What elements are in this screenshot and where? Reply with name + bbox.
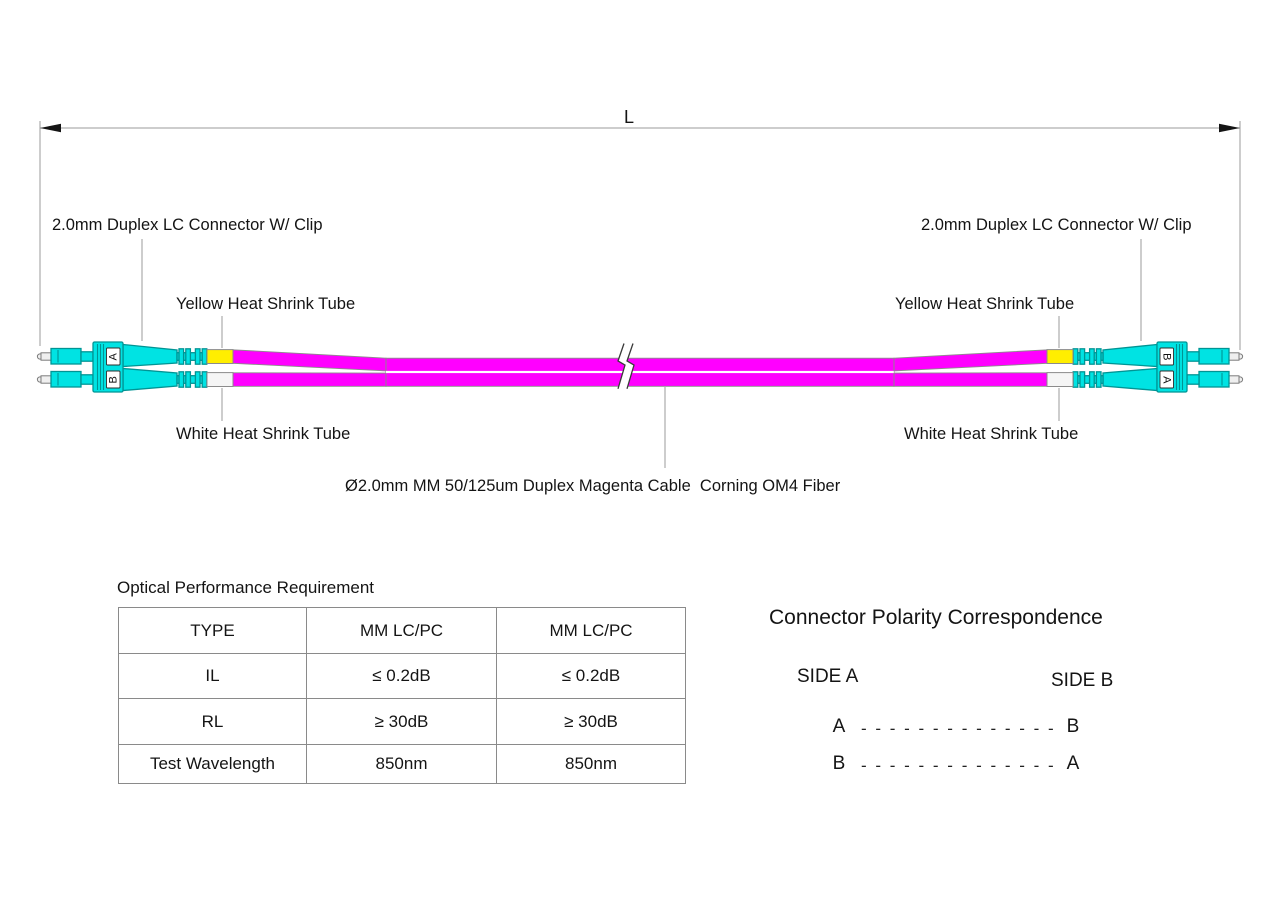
dimension-arrow-right [1219,123,1240,133]
polarity-row1-from: A [832,716,846,737]
right-connector-marking-top: B [1161,353,1173,360]
table-row: Test Wavelength 850nm 850nm [118,744,686,784]
callout-connector-right: 2.0mm Duplex LC Connector W/ Clip [921,216,1192,234]
table-cell: ≤ 0.2dB [306,653,497,699]
polarity-row1-to: B [1066,716,1080,737]
callout-cable: Ø2.0mm MM 50/125um Duplex Magenta Cable … [345,477,841,495]
left-connector [36,341,234,393]
polarity-row2-from: B [832,753,846,774]
left-connector-marking-bottom: B [107,376,119,383]
table-cell: ≤ 0.2dB [496,653,686,699]
cable-bottom-left [232,372,387,387]
table-cell: IL [118,653,307,699]
break-symbol-line-left [617,343,626,389]
polarity-row2-dashes: - - - - - - - - - - - - - - [861,756,1056,775]
cable-separator [386,370,894,374]
table-cell: RL [118,698,307,745]
table-row: IL ≤ 0.2dB ≤ 0.2dB [118,653,686,699]
callout-white-tube-left: White Heat Shrink Tube [176,425,351,443]
polarity-row2-to: A [1066,753,1080,774]
table-row: TYPE MM LC/PC MM LC/PC [118,607,686,654]
right-connector-marking-bottom: A [1161,376,1173,384]
left-connector-marking-top: A [107,352,119,360]
table-cell: MM LC/PC [306,607,497,654]
table-row: RL ≥ 30dB ≥ 30dB [118,698,686,745]
callout-yellow-tube-right: Yellow Heat Shrink Tube [895,295,1075,313]
optical-performance-table: TYPE MM LC/PC MM LC/PC IL ≤ 0.2dB ≤ 0.2d… [118,607,686,784]
polarity-title: Connector Polarity Correspondence [769,606,1103,629]
table-cell: ≥ 30dB [496,698,686,745]
break-symbol-line-right [626,343,635,389]
table-cell: TYPE [118,607,307,654]
cable-top-right [893,349,1048,372]
optical-table-title: Optical Performance Requirement [117,578,375,597]
polarity-side-b: SIDE B [1051,670,1114,691]
polarity-side-a: SIDE A [797,666,859,687]
cable-bottom-right [893,372,1048,387]
callout-white-tube-right: White Heat Shrink Tube [904,425,1079,443]
cable-top-left [232,349,387,372]
table-cell: Test Wavelength [118,744,307,784]
callout-yellow-tube-left: Yellow Heat Shrink Tube [176,295,356,313]
dimension-arrow-left [40,123,61,133]
length-label: L [623,107,634,127]
polarity-row1-dashes: - - - - - - - - - - - - - - [861,719,1056,738]
table-cell: 850nm [496,744,686,784]
right-connector [1046,341,1244,393]
table-cell: 850nm [306,744,497,784]
callout-connector-left: 2.0mm Duplex LC Connector W/ Clip [52,216,323,234]
table-cell: ≥ 30dB [306,698,497,745]
table-cell: MM LC/PC [496,607,686,654]
